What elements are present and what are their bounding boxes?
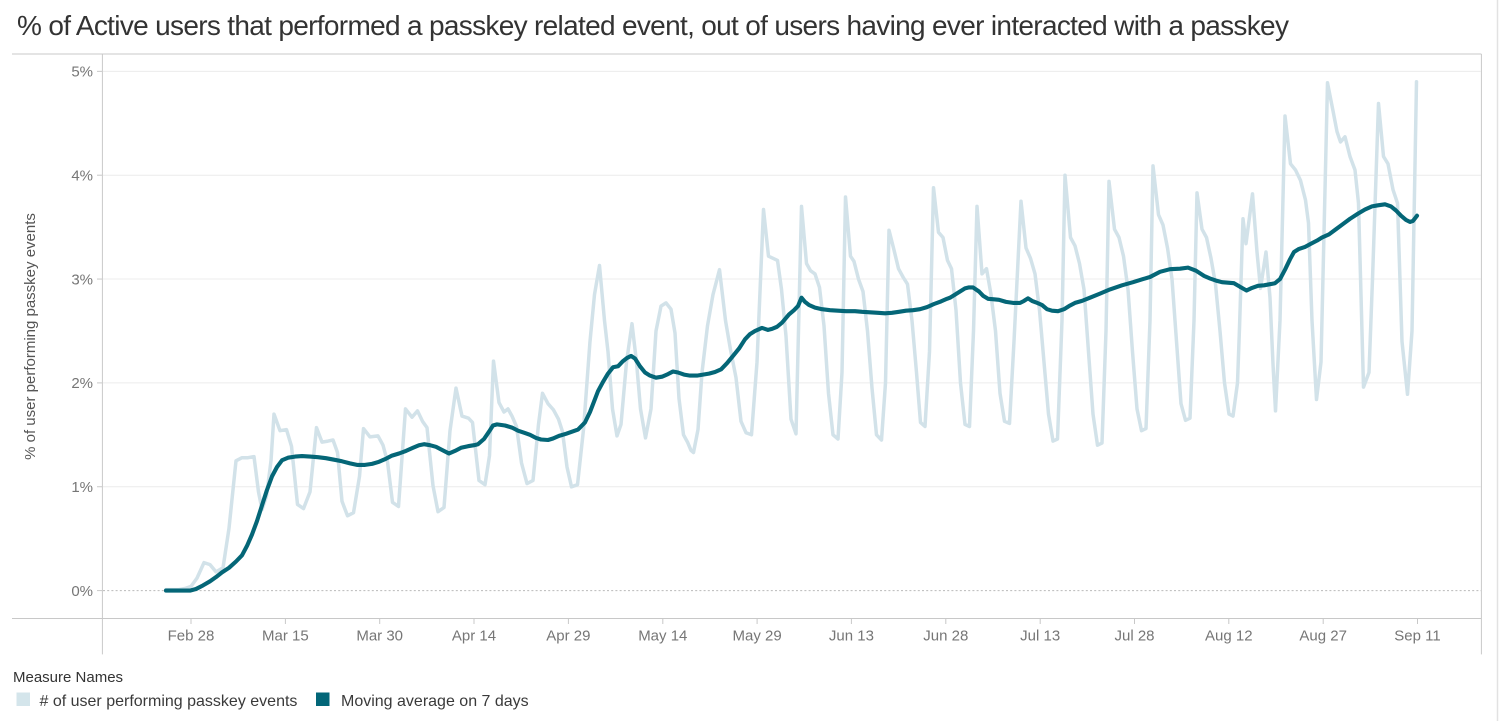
svg-text:Aug 27: Aug 27	[1299, 628, 1347, 645]
svg-text:May 29: May 29	[732, 628, 781, 645]
svg-text:% of Active users that perform: % of Active users that performed a passk…	[17, 10, 1289, 41]
svg-text:Measure Names: Measure Names	[13, 669, 123, 686]
svg-text:# of user performing passkey e: # of user performing passkey events	[40, 693, 298, 710]
svg-text:Jun 28: Jun 28	[923, 628, 968, 645]
svg-text:May 14: May 14	[638, 628, 687, 645]
svg-text:Mar 30: Mar 30	[356, 628, 403, 645]
svg-text:1%: 1%	[71, 479, 93, 496]
svg-text:Moving average on 7 days: Moving average on 7 days	[341, 693, 529, 710]
svg-text:Jul 13: Jul 13	[1020, 628, 1060, 645]
svg-text:Mar 15: Mar 15	[262, 628, 309, 645]
svg-text:4%: 4%	[71, 167, 93, 184]
svg-text:% of user performing passkey e: % of user performing passkey events	[22, 213, 39, 460]
svg-text:Feb 28: Feb 28	[168, 628, 215, 645]
svg-text:Jul 28: Jul 28	[1114, 628, 1154, 645]
svg-text:0%: 0%	[71, 583, 93, 600]
svg-text:Sep 11: Sep 11	[1394, 628, 1440, 645]
svg-text:3%: 3%	[71, 271, 93, 288]
svg-text:Apr 29: Apr 29	[546, 628, 590, 645]
svg-text:5%: 5%	[71, 64, 93, 81]
svg-text:Jun 13: Jun 13	[829, 628, 874, 645]
svg-text:Apr 14: Apr 14	[452, 628, 496, 645]
svg-text:Aug 12: Aug 12	[1205, 628, 1253, 645]
svg-text:2%: 2%	[71, 375, 93, 392]
